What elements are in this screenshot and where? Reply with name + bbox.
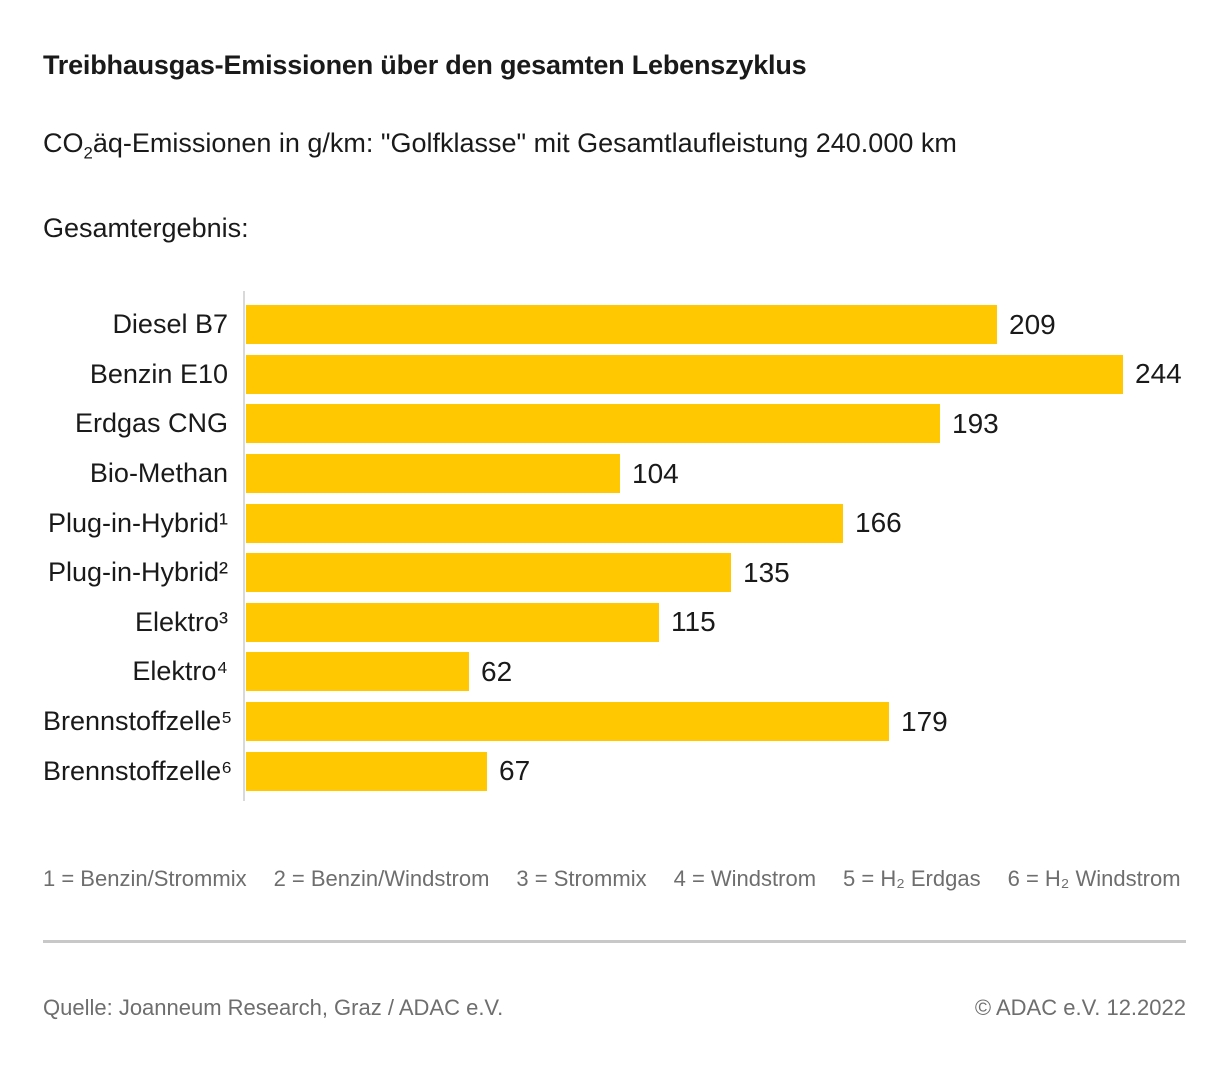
bar-value-label: 62 [481, 655, 513, 687]
bar-row: Benzin E10 244 [43, 350, 1203, 400]
footnotes: 1 = Benzin/Strommix 2 = Benzin/Windstrom 3… [43, 866, 1181, 892]
bar-row: Elektro³ 115 [43, 598, 1203, 648]
bar-value-label: 209 [1009, 308, 1056, 340]
bar-value-label: 67 [499, 755, 531, 787]
subtitle-rest: äq-Emissionen in g/km: "Golfklasse" mit … [92, 128, 957, 158]
footnote-item: 3 = Strommix [516, 866, 647, 891]
bar-category-label: Bio-Methan [89, 458, 228, 489]
bar-value-label: 166 [855, 507, 902, 539]
bar-value-label: 179 [901, 705, 948, 737]
bar-category-label: Plug-in-Hybrid¹ [47, 507, 228, 538]
bar [246, 354, 1123, 394]
bar-value-label: 193 [952, 407, 999, 439]
bar-row: Brennstoffzelle⁵ 179 [43, 697, 1203, 747]
bar [246, 652, 469, 692]
divider-line [43, 940, 1186, 943]
bar-row: Diesel B7 209 [43, 300, 1203, 350]
copyright-notice: © ADAC e.V. 12.2022 [974, 995, 1186, 1020]
bar-row: Plug-in-Hybrid¹ 166 [43, 498, 1203, 548]
bar [246, 553, 731, 593]
footer: Quelle: Joanneum Research, Graz / ADAC e… [43, 995, 1186, 1021]
bar-row: Plug-in-Hybrid² 135 [43, 548, 1203, 598]
bar-category-label: Brennstoffzelle⁶ [43, 755, 233, 786]
section-label: Gesamtergebnis: [43, 213, 249, 243]
bar-value-label: 135 [743, 556, 790, 588]
bar-row: Brennstoffzelle⁶ 67 [43, 746, 1203, 796]
bar-category-label: Benzin E10 [89, 358, 228, 389]
bar [246, 602, 659, 642]
page-title: Treibhausgas-Emissionen über den gesamte… [43, 50, 807, 80]
bar [246, 454, 620, 494]
source-credit: Quelle: Joanneum Research, Graz / ADAC e… [43, 995, 504, 1020]
bar-category-label: Elektro³ [134, 606, 228, 637]
footnote-item: 6 = H₂ Windstrom [1007, 866, 1181, 891]
bar [246, 305, 997, 345]
bar-category-label: Diesel B7 [112, 309, 228, 340]
bar [246, 503, 843, 543]
footnote-item: 1 = Benzin/Strommix [43, 866, 247, 891]
y-axis-line [243, 291, 245, 801]
bar-row: Bio-Methan 104 [43, 449, 1203, 499]
bar [246, 702, 889, 742]
bar-rows: Diesel B7 209 Benzin E10 244 Erdgas CNG 193 Bi… [43, 291, 1203, 801]
footnote-item: 5 = H₂ Erdgas [843, 866, 981, 891]
bar-chart: Diesel B7 209 Benzin E10 244 Erdgas CNG 193 Bi… [43, 291, 1203, 801]
bar-category-label: Plug-in-Hybrid² [47, 557, 228, 588]
footnote-item: 2 = Benzin/Windstrom [273, 866, 490, 891]
bar-value-label: 104 [632, 457, 679, 489]
bar-value-label: 244 [1135, 358, 1182, 390]
bar-row: Elektro⁴ 62 [43, 647, 1203, 697]
bar [246, 404, 940, 444]
bar-category-label: Elektro⁴ [132, 656, 228, 687]
bar-row: Erdgas CNG 193 [43, 399, 1203, 449]
bar-category-label: Brennstoffzelle⁵ [43, 706, 233, 737]
subtitle-subscript: 2 [83, 143, 93, 163]
bar [246, 751, 487, 791]
bar-value-label: 115 [671, 606, 716, 638]
bar-category-label: Erdgas CNG [74, 408, 228, 439]
chart-subtitle: CO2äq-Emissionen in g/km: "Golfklasse" m… [43, 128, 957, 163]
footnote-item: 4 = Windstrom [673, 866, 817, 891]
subtitle-prefix: CO [43, 128, 84, 158]
